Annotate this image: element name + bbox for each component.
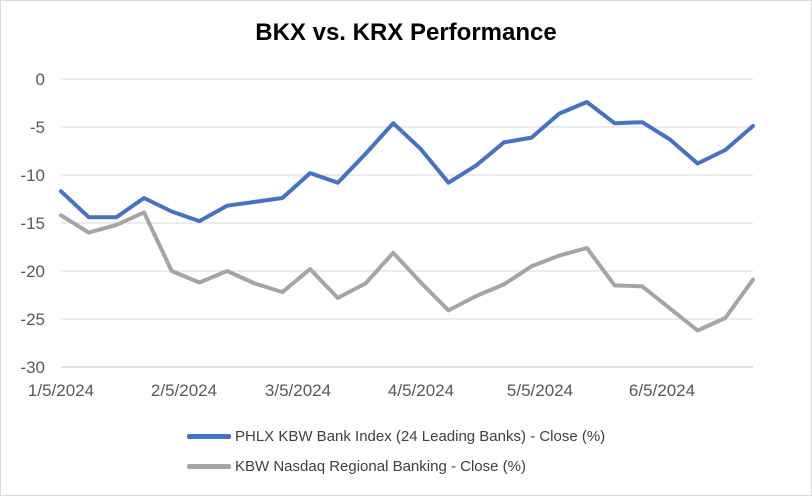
series-line	[59, 100, 755, 224]
legend: PHLX KBW Bank Index (24 Leading Banks) -…	[1, 421, 811, 481]
chart-title: BKX vs. KRX Performance	[255, 19, 557, 46]
gridlines	[61, 78, 753, 320]
x-tick-label: 2/5/2024	[151, 381, 217, 400]
series-line	[59, 210, 755, 333]
line-chart: 0 -5 -10 -15 -20 -25 -30 1/5/2024 2/5/2024 3/5/20…	[20, 70, 755, 400]
x-tick-label: 5/5/2024	[507, 381, 573, 400]
x-tick-label: 4/5/2024	[388, 381, 454, 400]
y-tick-label: -25	[20, 310, 45, 329]
y-tick-label: -5	[30, 118, 45, 137]
legend-label: PHLX KBW Bank Index (24 Leading Banks) -…	[235, 427, 606, 445]
legend-item: KBW Nasdaq Regional Banking - Close (%)	[187, 451, 811, 481]
x-tick-label: 1/5/2024	[28, 381, 94, 400]
series-lines	[59, 100, 755, 333]
x-tick-label: 6/5/2024	[629, 381, 695, 400]
y-tick-label: -30	[20, 358, 45, 377]
y-tick-label: -10	[20, 166, 45, 185]
legend-swatch	[187, 433, 231, 439]
legend-label: KBW Nasdaq Regional Banking - Close (%)	[235, 457, 526, 475]
y-tick-label: -15	[20, 214, 45, 233]
y-tick-label: -20	[20, 262, 45, 281]
y-tick-label: 0	[36, 70, 45, 89]
axes: 0 -5 -10 -15 -20 -25 -30 1/5/2024 2/5/2024 3/5/20…	[20, 70, 753, 400]
x-tick-label: 3/5/2024	[265, 381, 331, 400]
legend-swatch	[187, 463, 231, 469]
legend-item: PHLX KBW Bank Index (24 Leading Banks) -…	[187, 421, 811, 451]
